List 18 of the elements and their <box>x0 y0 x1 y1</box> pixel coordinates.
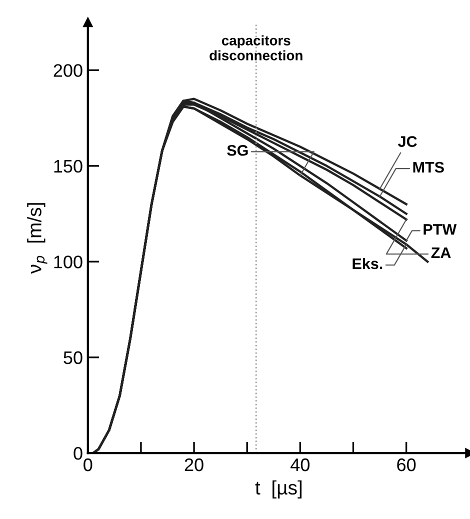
text: JC <box>398 136 417 147</box>
x-tick-label: 0 <box>84 458 92 472</box>
text: ZA <box>431 248 451 258</box>
x-tick-label: 20 <box>184 458 204 472</box>
series-label: PTW <box>424 224 457 235</box>
y-tick-label: 150 <box>54 160 82 173</box>
ref-line-label: capacitors disconnection <box>210 35 302 60</box>
series-label: Eks. <box>352 258 382 270</box>
text: MTS <box>413 162 444 173</box>
x-axis-title: t [µs] <box>255 480 302 498</box>
y-axis-title: ν$_{p}$ [m/s] <box>27 203 48 274</box>
y-tick-label: 0 <box>74 447 82 460</box>
y-tick-label: 100 <box>54 256 82 268</box>
x-tick-label: 60 <box>397 458 416 472</box>
series-label: SG <box>227 144 248 156</box>
y-tick-label: 50 <box>64 351 82 364</box>
x-tick-label: 40 <box>290 458 310 472</box>
y-tick-label: 200 <box>54 64 82 77</box>
